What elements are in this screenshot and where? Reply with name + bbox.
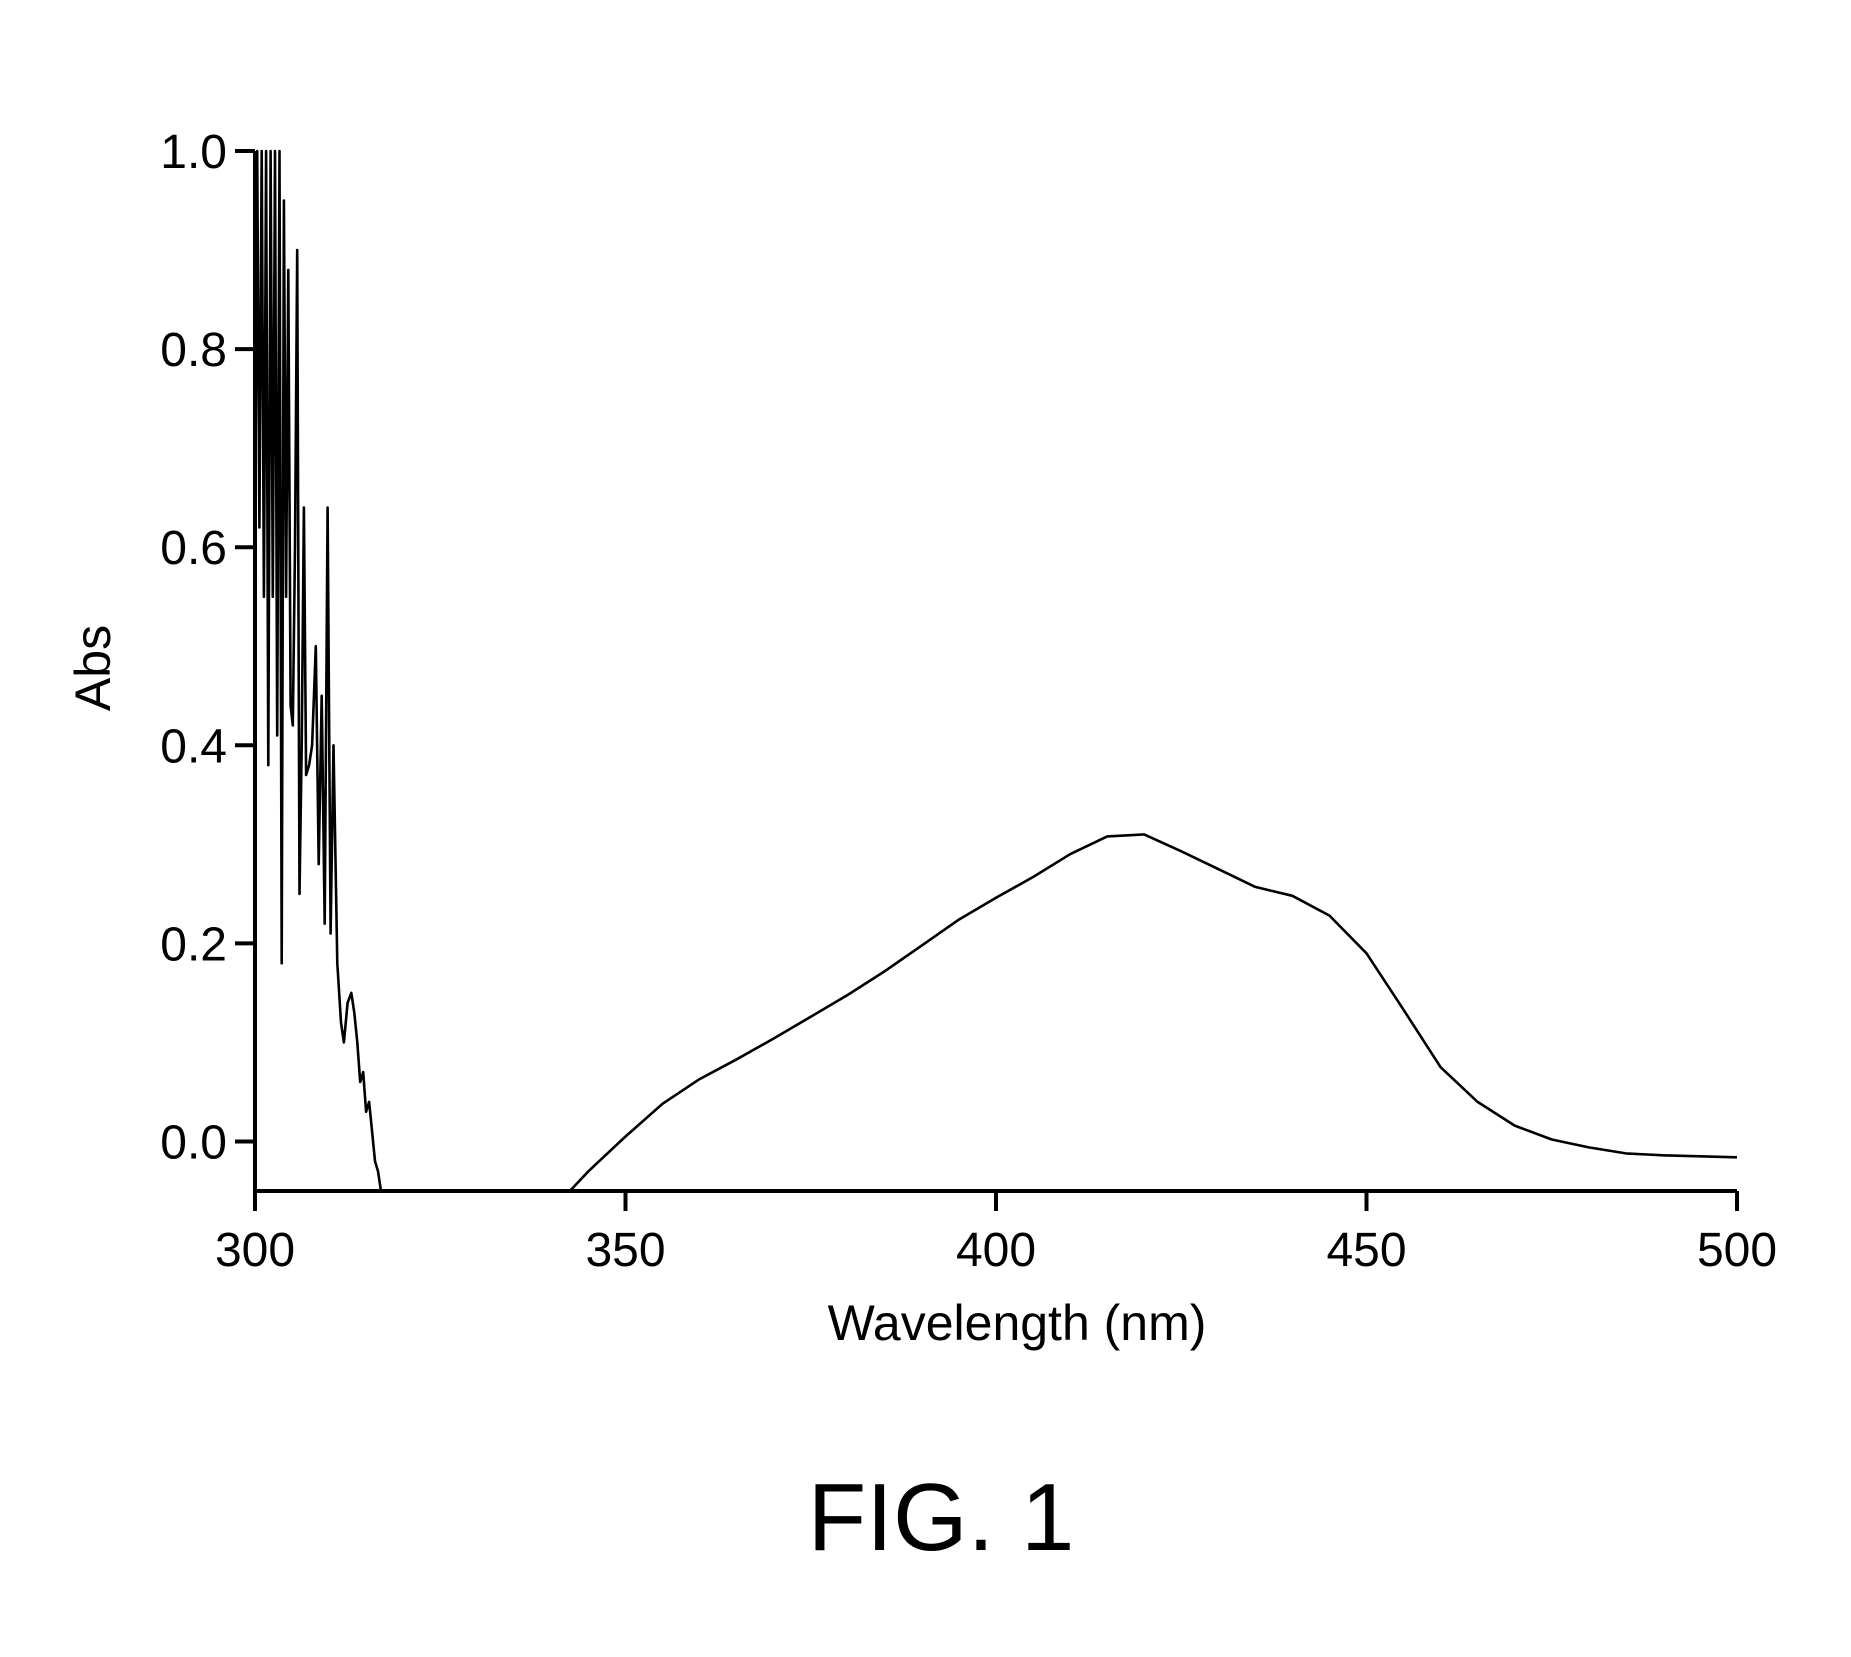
x-ticks: 300 350 400 450 500 <box>215 1191 1777 1277</box>
plot-area <box>255 151 1737 1191</box>
x-tick-label: 350 <box>585 1224 665 1277</box>
series-line <box>255 151 1737 1191</box>
x-tick-label: 450 <box>1326 1224 1406 1277</box>
y-tick-label: 0.8 <box>160 324 227 377</box>
y-tick-label: 0.6 <box>160 522 227 575</box>
x-axis-title: Wavelength (nm) <box>828 1295 1207 1351</box>
y-tick-label: 0.2 <box>160 918 227 971</box>
y-tick-label: 1.0 <box>160 126 227 179</box>
y-tick-label: 0.4 <box>160 720 227 773</box>
figure-label: FIG. 1 <box>808 1464 1075 1571</box>
x-tick-label: 300 <box>215 1224 295 1277</box>
y-axis-title: Abs <box>65 625 121 711</box>
x-tick-label: 400 <box>956 1224 1036 1277</box>
x-tick-label: 500 <box>1697 1224 1777 1277</box>
axes: 0.0 0.2 0.4 0.6 0.8 1.0 300 350 400 450 500 <box>160 126 1777 1277</box>
y-tick-label: 0.0 <box>160 1116 227 1169</box>
y-ticks: 0.0 0.2 0.4 0.6 0.8 1.0 <box>160 126 255 1169</box>
